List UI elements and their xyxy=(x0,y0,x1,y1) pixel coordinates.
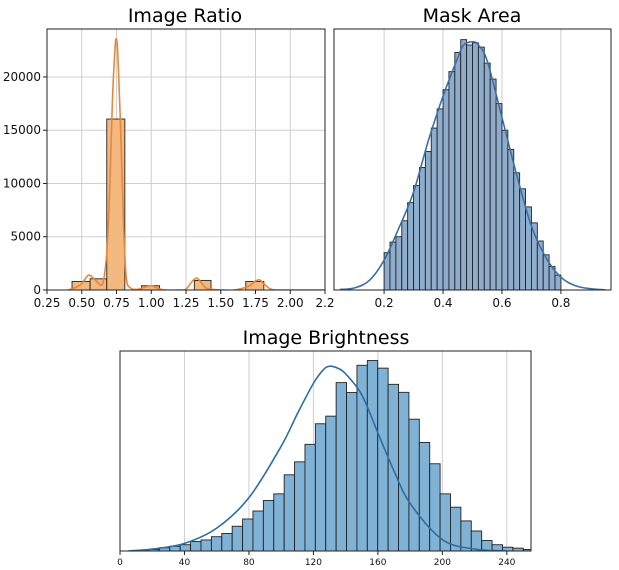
image-ratio-ytick-label-1: 5000 xyxy=(10,230,41,244)
image-brightness-bar-3 xyxy=(179,544,192,551)
image-brightness-bar-5 xyxy=(200,539,212,551)
mask-area-bar-2 xyxy=(395,236,403,290)
mask-area-xtick-label-2: 0.6 xyxy=(492,296,511,310)
image-brightness-bar-6 xyxy=(210,536,223,551)
image-brightness-bar-17 xyxy=(325,415,337,551)
image-brightness-bar-10 xyxy=(252,510,264,551)
mask-area-bar-8 xyxy=(430,127,438,290)
mask-area-bar-12 xyxy=(454,51,462,290)
image-ratio-xtick-label-4: 1.25 xyxy=(173,296,200,310)
image-brightness-axes-frame xyxy=(119,350,532,552)
image-brightness-bar-9 xyxy=(242,518,254,551)
image-ratio-ytick-label-0: 0 xyxy=(33,283,41,297)
image-ratio-panel: Image Ratio 0.25 0.50 0.75 1.00 1.25 1.50 1.75… xyxy=(3,5,335,310)
image-brightness-title: Image Brightness xyxy=(243,327,410,349)
image-brightness-xtick-label-1: 40 xyxy=(179,558,191,568)
image-brightness-xtick-label-6: 240 xyxy=(498,558,515,568)
mask-area-axes-frame xyxy=(333,28,612,291)
mask-area-bar-3 xyxy=(401,220,409,290)
image-ratio-kde-line xyxy=(67,37,325,290)
image-ratio-xtick-label-5: 1.50 xyxy=(207,296,234,310)
image-brightness-bar-21 xyxy=(366,360,379,551)
mask-area-bar-19 xyxy=(495,103,503,290)
mask-area-bar-22 xyxy=(513,172,521,290)
image-ratio-title: Image Ratio xyxy=(128,5,242,27)
image-brightness-bar-12 xyxy=(273,493,285,551)
image-brightness-panel: Image Brightness 0 40 80 120 160 200 240 xyxy=(117,327,532,568)
mask-area-plot-area xyxy=(339,29,606,290)
mask-area-bar-13 xyxy=(460,39,468,290)
mask-area-bar-20 xyxy=(501,129,509,290)
mask-area-title: Mask Area xyxy=(423,5,522,27)
image-ratio-xtick-label-0: 0.25 xyxy=(34,296,61,310)
image-brightness-bar-15 xyxy=(304,443,316,551)
image-brightness-bar-27 xyxy=(429,463,441,551)
image-ratio-ytick-label-2: 10000 xyxy=(3,176,41,190)
mask-area-bar-10 xyxy=(442,89,450,290)
image-brightness-plot-area xyxy=(120,351,531,551)
mask-area-bar-7 xyxy=(424,151,432,290)
image-brightness-bar-24 xyxy=(398,391,410,551)
mask-area-xtick-label-1: 0.4 xyxy=(433,296,452,310)
mask-area-bar-5 xyxy=(413,185,420,290)
image-brightness-bar-14 xyxy=(294,461,306,551)
image-brightness-xtick-label-0: 0 xyxy=(117,558,123,568)
image-brightness-bar-22 xyxy=(377,367,389,551)
image-brightness-bar-16 xyxy=(314,423,327,551)
image-brightness-xtick-label-3: 120 xyxy=(305,558,322,568)
image-brightness-bar-28 xyxy=(439,493,451,551)
image-ratio-ytick-label-4: 20000 xyxy=(3,70,41,84)
image-ratio-ytick-label-3: 15000 xyxy=(3,123,41,137)
image-brightness-kde-line xyxy=(127,365,507,551)
mask-area-bar-9 xyxy=(436,108,444,290)
mask-area-bar-18 xyxy=(489,78,497,290)
image-brightness-bar-13 xyxy=(283,474,296,551)
image-ratio-xtick-label-7: 2.00 xyxy=(277,296,304,310)
mask-area-xtick-label-3: 0.8 xyxy=(551,296,570,310)
mask-area-bar-21 xyxy=(507,148,515,290)
image-brightness-xtick-label-4: 160 xyxy=(369,558,386,568)
image-brightness-xtick-label-5: 200 xyxy=(434,558,451,568)
mask-area-xtick-label-0: 0.2 xyxy=(375,296,394,310)
image-ratio-xtick-label-1: 0.50 xyxy=(68,296,95,310)
mask-area-bar-15 xyxy=(472,42,479,290)
mask-area-bar-14 xyxy=(466,44,473,290)
image-brightness-bar-26 xyxy=(418,441,431,551)
mask-area-kde-line xyxy=(339,40,606,290)
image-brightness-bar-25 xyxy=(408,418,420,551)
image-brightness-xtick-label-2: 80 xyxy=(243,558,255,568)
mask-area-panel: Mask Area 0.2 0.4 0.6 0.8 xyxy=(333,5,612,310)
image-brightness-bar-18 xyxy=(335,382,347,551)
image-brightness-bar-8 xyxy=(231,525,244,551)
image-brightness-bar-4 xyxy=(190,541,202,551)
image-brightness-bar-7 xyxy=(221,533,233,551)
mask-area-bar-6 xyxy=(419,167,426,290)
image-brightness-bar-19 xyxy=(346,392,358,551)
image-brightness-bar-36 xyxy=(522,549,531,551)
image-ratio-xtick-label-3: 1.00 xyxy=(138,296,165,310)
mask-area-bar-4 xyxy=(407,202,415,290)
mask-area-bar-1 xyxy=(389,241,397,290)
image-brightness-bar-11 xyxy=(262,500,275,551)
image-brightness-bar-20 xyxy=(356,364,368,551)
mask-area-bar-17 xyxy=(483,62,491,290)
mask-area-bar-11 xyxy=(448,71,456,290)
image-ratio-xtick-label-2: 0.75 xyxy=(103,296,130,310)
image-ratio-xtick-label-8: 2.2 xyxy=(315,296,334,310)
image-ratio-plot-area xyxy=(47,29,325,290)
mask-area-bar-16 xyxy=(477,46,485,290)
image-ratio-xtick-label-6: 1.75 xyxy=(242,296,269,310)
